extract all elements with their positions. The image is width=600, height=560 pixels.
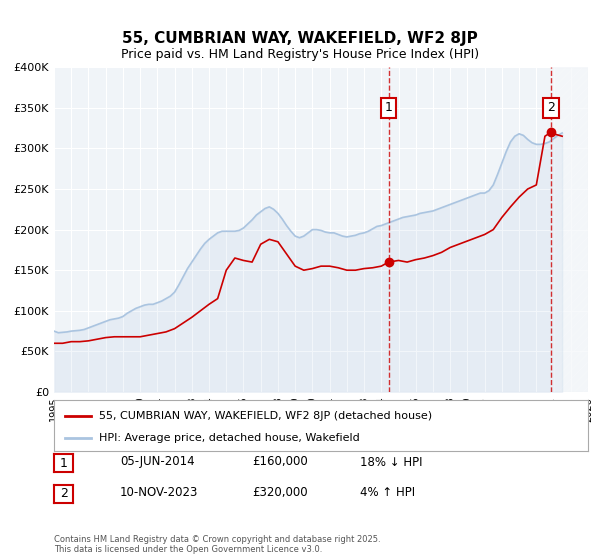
Text: 55, CUMBRIAN WAY, WAKEFIELD, WF2 8JP (detached house): 55, CUMBRIAN WAY, WAKEFIELD, WF2 8JP (de… — [100, 410, 433, 421]
Text: HPI: Average price, detached house, Wakefield: HPI: Average price, detached house, Wake… — [100, 433, 360, 443]
Text: 4% ↑ HPI: 4% ↑ HPI — [360, 486, 415, 500]
Bar — [551, 67, 588, 392]
Text: 10-NOV-2023: 10-NOV-2023 — [120, 486, 199, 500]
Text: 18% ↓ HPI: 18% ↓ HPI — [360, 455, 422, 469]
Text: 1: 1 — [59, 456, 68, 470]
Bar — [551, 67, 588, 392]
Text: 2: 2 — [547, 101, 555, 114]
Text: £320,000: £320,000 — [252, 486, 308, 500]
Text: £160,000: £160,000 — [252, 455, 308, 469]
Text: 05-JUN-2014: 05-JUN-2014 — [120, 455, 194, 469]
Text: 55, CUMBRIAN WAY, WAKEFIELD, WF2 8JP: 55, CUMBRIAN WAY, WAKEFIELD, WF2 8JP — [122, 31, 478, 46]
Text: 2: 2 — [59, 487, 68, 501]
Text: 1: 1 — [385, 101, 392, 114]
Text: Price paid vs. HM Land Registry's House Price Index (HPI): Price paid vs. HM Land Registry's House … — [121, 48, 479, 60]
Text: Contains HM Land Registry data © Crown copyright and database right 2025.
This d: Contains HM Land Registry data © Crown c… — [54, 535, 380, 554]
